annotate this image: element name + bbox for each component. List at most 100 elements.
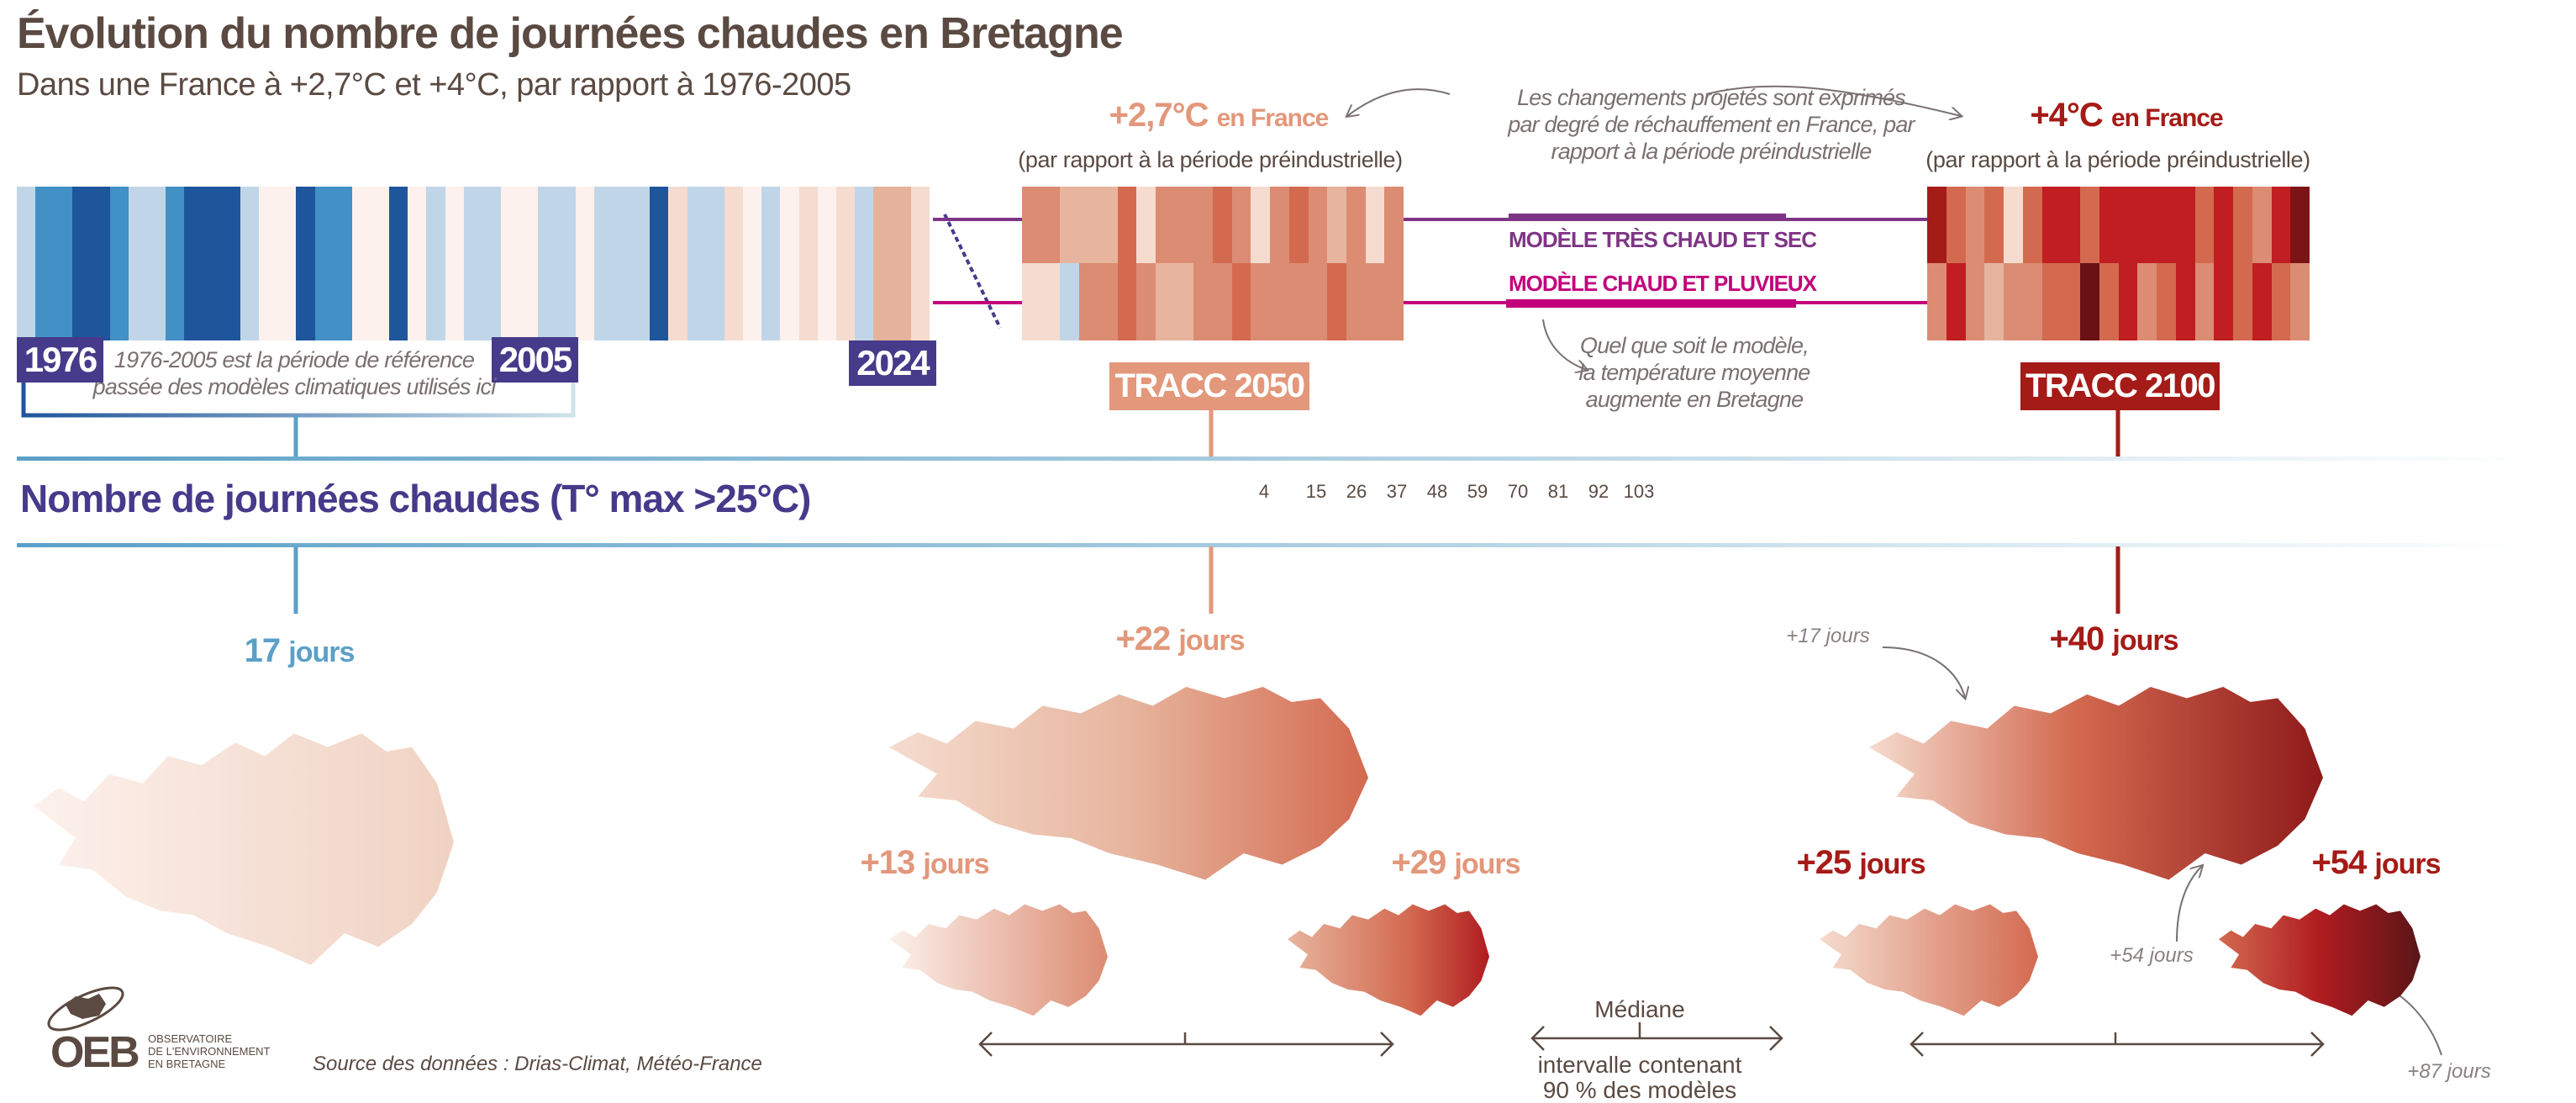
model-stripe — [1251, 187, 1271, 263]
value: +25 — [1796, 844, 1852, 881]
logo-line: EN BRETAGNE — [148, 1058, 226, 1070]
year-stripe — [687, 187, 706, 340]
model-stripe — [2157, 263, 2176, 340]
legend-tick-label: 37 — [1386, 481, 1408, 502]
divider-bottom — [17, 543, 2538, 547]
model-stripe — [2157, 187, 2176, 263]
year-stripe — [221, 187, 240, 340]
unit: jours — [923, 848, 989, 880]
model-stripe — [2175, 263, 2195, 340]
model-stripe — [2194, 187, 2215, 263]
year-stripe — [426, 187, 445, 340]
observed-warming-stripes — [17, 187, 930, 340]
model-stripe — [1117, 187, 1137, 263]
scenario-2050-reference: (par rapport à la période préindustriell… — [1018, 147, 1403, 172]
note-line: rapport à la période préindustrielle — [1551, 139, 1873, 164]
unit: jours — [1454, 848, 1520, 880]
year-stripe — [314, 187, 334, 340]
value: +22 — [1115, 620, 1171, 657]
map-2050-low — [889, 904, 1108, 1016]
note-line: augmente en Bretagne — [1585, 387, 1804, 412]
year-stripe — [613, 187, 632, 340]
page-subtitle: Dans une France à +2,7°C et +4°C, par ra… — [17, 67, 851, 103]
year-stripe — [91, 187, 110, 340]
warming-value: +4°C — [2030, 97, 2103, 134]
year-stripe — [408, 187, 427, 340]
warming-suffix: en France — [1216, 104, 1330, 132]
year-stripe — [296, 187, 315, 340]
model-stripe — [2022, 263, 2042, 340]
year-stripe — [203, 187, 222, 340]
model-stripe — [1022, 263, 1041, 340]
model-stripe — [1270, 263, 1289, 340]
model-stripe — [1040, 187, 1061, 263]
model-stripe — [1984, 187, 2004, 263]
model-stripe — [1193, 263, 1214, 340]
model-stripe — [1098, 187, 1118, 263]
year-stripe — [277, 187, 297, 340]
model-stripe — [1098, 263, 1118, 340]
timeline-break-icon — [943, 214, 1002, 329]
unit: jours — [1178, 625, 1245, 657]
tracc-2050-badge: TRACC 2050 — [1109, 362, 1309, 410]
year-stripe — [910, 187, 930, 340]
scenario-2100-high: +54 jours — [2311, 844, 2441, 882]
note-line: la température moyenne — [1578, 360, 1810, 385]
year-stripe — [259, 187, 278, 340]
year-stripe — [519, 187, 539, 340]
baseline-value: 17 jours — [245, 632, 356, 670]
model-stripe — [2194, 263, 2215, 340]
model-stripe — [1965, 187, 1985, 263]
model-stripe — [1117, 263, 1137, 340]
unit: jours — [2112, 625, 2178, 657]
model-stripe — [2290, 263, 2310, 340]
model-stripe — [2271, 187, 2291, 263]
model-stripe — [1288, 263, 1309, 340]
divider-top — [17, 457, 2538, 461]
scenario-2100-low: +25 jours — [1796, 844, 1925, 882]
model-stripe — [2252, 187, 2272, 263]
model-stripe — [2099, 187, 2119, 263]
note-line: 1976-2005 est la période de référence — [113, 347, 475, 372]
legend-tick-label: 15 — [1305, 481, 1327, 502]
model-stripe — [1365, 263, 1385, 340]
interval-legend-arrow — [1530, 1022, 1783, 1051]
arrow-down-icon — [1542, 319, 1587, 370]
year-stripe — [109, 187, 129, 340]
model-stripe — [1946, 263, 1966, 340]
legend-tick-label: 70 — [1507, 481, 1529, 502]
scenario-2100-header: +4°C en France — [1958, 97, 2294, 135]
year-stripe — [333, 187, 352, 340]
oeb-logo-icon — [47, 986, 124, 1032]
legend-tick-label: 48 — [1426, 481, 1448, 502]
year-stripe — [17, 187, 36, 340]
year-stripe — [855, 187, 874, 340]
unit: jours — [2374, 848, 2441, 880]
year-stripe — [705, 187, 724, 340]
value: +54 — [2311, 844, 2367, 881]
year-stripe — [463, 187, 482, 340]
scenario-2050-low: +13 jours — [860, 844, 989, 882]
model-stripe — [2233, 263, 2252, 340]
map-baseline — [34, 733, 454, 965]
year-stripe — [593, 187, 613, 340]
model-stripe — [1927, 187, 1946, 263]
model-stripe — [2137, 263, 2157, 340]
model-stripe — [2099, 263, 2119, 340]
year-label-end: 2024 — [849, 340, 936, 386]
year-stripe — [35, 187, 55, 340]
model-stripe — [1022, 187, 1041, 263]
year-stripe — [743, 187, 762, 340]
map-callout: +54 jours — [2110, 944, 2194, 967]
year-stripe — [780, 187, 799, 340]
scenario-2100-median: +40 jours — [2049, 620, 2178, 658]
data-source: Source des données : Drias-Climat, Météo… — [313, 1053, 762, 1075]
model-stripe — [1193, 187, 1214, 263]
year-stripe — [445, 187, 464, 340]
year-stripe — [668, 187, 687, 340]
logo-line: OBSERVATOIRE — [148, 1032, 233, 1045]
map-2100-median — [1869, 687, 2323, 880]
value: +29 — [1391, 844, 1446, 881]
map-callout: +87 jours — [2407, 1060, 2491, 1083]
